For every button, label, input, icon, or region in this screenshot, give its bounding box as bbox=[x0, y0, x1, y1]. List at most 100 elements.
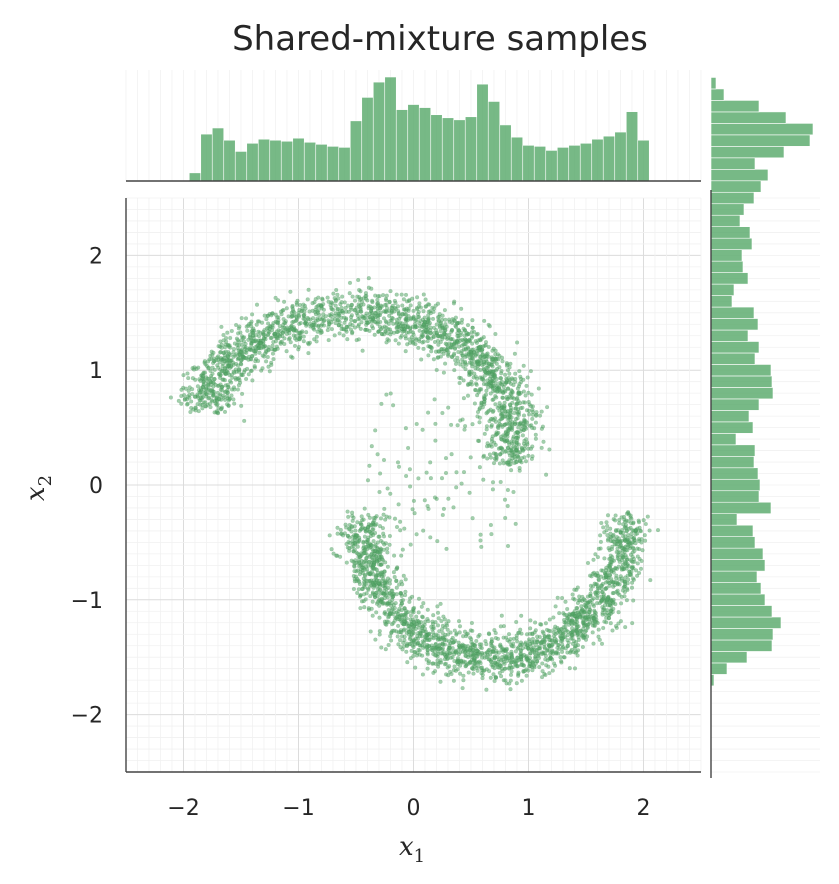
data-point bbox=[394, 579, 399, 584]
data-point bbox=[516, 421, 521, 426]
data-point bbox=[553, 640, 558, 645]
data-point bbox=[493, 331, 498, 337]
data-point bbox=[231, 385, 237, 390]
data-point bbox=[435, 333, 440, 339]
data-point bbox=[490, 369, 495, 374]
data-point bbox=[389, 608, 394, 613]
data-point bbox=[200, 385, 205, 390]
data-point bbox=[455, 321, 460, 326]
data-point bbox=[231, 369, 236, 374]
data-point bbox=[541, 631, 546, 636]
right-hist-bar bbox=[710, 191, 755, 205]
data-point bbox=[557, 611, 562, 616]
data-point bbox=[353, 574, 359, 579]
data-point bbox=[453, 650, 458, 655]
data-point bbox=[385, 546, 390, 551]
data-point bbox=[549, 639, 555, 644]
data-point bbox=[509, 659, 514, 665]
data-point bbox=[475, 654, 480, 659]
data-point bbox=[347, 535, 352, 540]
data-point bbox=[424, 304, 429, 309]
data-point bbox=[526, 408, 532, 413]
data-point bbox=[478, 661, 483, 666]
top-hist-bar bbox=[280, 140, 294, 182]
data-point bbox=[362, 550, 367, 556]
data-point bbox=[320, 322, 325, 327]
data-point bbox=[405, 318, 410, 323]
data-point bbox=[389, 315, 394, 320]
data-point bbox=[484, 388, 489, 393]
data-point bbox=[603, 580, 609, 585]
data-point bbox=[399, 553, 404, 558]
data-point bbox=[410, 594, 415, 599]
data-point bbox=[261, 345, 266, 350]
data-point bbox=[384, 325, 389, 330]
data-point bbox=[447, 664, 452, 669]
data-point bbox=[492, 440, 497, 445]
data-point bbox=[493, 380, 498, 386]
data-point bbox=[425, 666, 430, 671]
data-point bbox=[571, 650, 576, 655]
data-point bbox=[630, 528, 635, 533]
data-point bbox=[519, 613, 524, 618]
right-hist-bar bbox=[710, 387, 774, 400]
data-point bbox=[498, 663, 503, 668]
data-point bbox=[373, 523, 378, 528]
data-point bbox=[494, 356, 499, 361]
top-hist-bar bbox=[211, 127, 225, 182]
data-point bbox=[528, 651, 533, 656]
data-point bbox=[301, 339, 306, 344]
data-point bbox=[442, 326, 447, 331]
data-point bbox=[435, 604, 440, 609]
data-point bbox=[408, 613, 414, 618]
data-point bbox=[493, 630, 498, 636]
data-point bbox=[607, 603, 612, 608]
data-point bbox=[465, 323, 471, 328]
right-hist-bar bbox=[710, 100, 760, 113]
data-point bbox=[473, 352, 478, 357]
data-point bbox=[502, 497, 508, 502]
data-point bbox=[479, 348, 484, 353]
data-point bbox=[530, 425, 535, 430]
data-point bbox=[473, 366, 478, 371]
data-point bbox=[499, 674, 504, 679]
data-point bbox=[606, 546, 611, 551]
data-point bbox=[625, 587, 630, 593]
data-point bbox=[353, 528, 358, 533]
data-point bbox=[630, 540, 635, 545]
data-point bbox=[547, 643, 552, 648]
data-point bbox=[230, 375, 235, 380]
data-point bbox=[499, 423, 504, 428]
data-point bbox=[398, 519, 403, 524]
data-point bbox=[493, 352, 498, 357]
data-point bbox=[446, 673, 451, 678]
data-point bbox=[406, 445, 411, 451]
data-point bbox=[567, 666, 572, 671]
y-axis-label: x2 bbox=[21, 475, 56, 501]
data-point bbox=[521, 400, 526, 405]
data-point bbox=[565, 650, 570, 655]
data-point bbox=[381, 531, 386, 536]
data-point bbox=[452, 639, 457, 645]
data-point bbox=[495, 405, 500, 410]
data-point bbox=[609, 559, 614, 564]
data-point bbox=[477, 415, 482, 420]
data-point bbox=[498, 445, 504, 450]
data-point bbox=[421, 292, 426, 297]
data-point bbox=[613, 624, 619, 629]
data-point bbox=[236, 383, 241, 388]
data-point bbox=[377, 629, 382, 634]
data-point bbox=[570, 592, 575, 597]
data-point bbox=[396, 311, 401, 316]
top-hist-bar bbox=[579, 142, 593, 182]
data-point bbox=[301, 334, 306, 339]
data-point bbox=[528, 618, 533, 623]
data-point bbox=[451, 505, 456, 510]
data-point bbox=[221, 332, 226, 338]
data-point bbox=[244, 376, 249, 382]
data-point bbox=[487, 669, 492, 674]
right-hist-bar bbox=[710, 329, 749, 342]
data-point bbox=[380, 526, 385, 531]
data-point bbox=[352, 563, 357, 568]
data-point bbox=[333, 303, 338, 308]
